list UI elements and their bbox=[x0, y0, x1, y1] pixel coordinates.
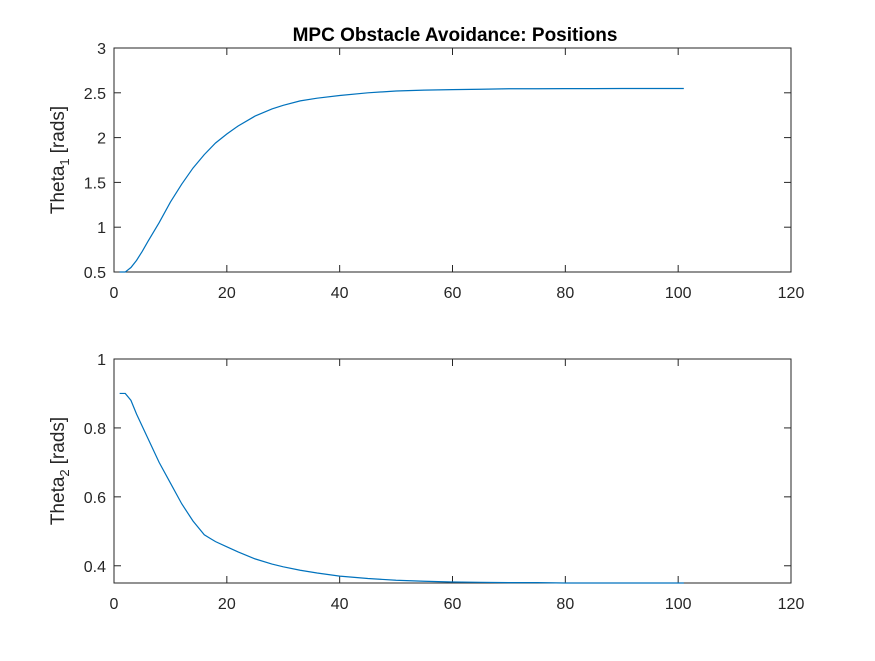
bottom-xtick-label: 20 bbox=[218, 596, 236, 613]
top-xtick-label: 60 bbox=[444, 285, 462, 302]
bottom-xtick-label: 60 bbox=[444, 596, 462, 613]
top-ylabel-subscript: 1 bbox=[57, 158, 72, 165]
bottom-ylabel-main: Theta bbox=[48, 476, 69, 525]
top-ylabel: Theta1 [rads] bbox=[48, 106, 72, 214]
top-series-line-0 bbox=[119, 87, 684, 273]
bottom-axes-box bbox=[113, 358, 792, 584]
top-ytick-label: 0.5 bbox=[84, 265, 106, 282]
bottom-ylabel-subscript: 2 bbox=[57, 469, 72, 476]
top-ytick-label: 2.5 bbox=[84, 86, 106, 103]
bottom-xtick-label: 100 bbox=[665, 596, 692, 613]
top-xtick-label: 100 bbox=[665, 285, 692, 302]
bottom-xtick-label: 80 bbox=[556, 596, 574, 613]
top-axes-box bbox=[113, 47, 792, 273]
top-ylabel-main: Theta bbox=[48, 165, 69, 214]
top-ytick-label: 2 bbox=[97, 131, 106, 148]
top-ytick-label: 3 bbox=[97, 41, 106, 58]
top-xtick-label: 80 bbox=[556, 285, 574, 302]
bottom-ytick-label: 0.8 bbox=[84, 421, 106, 438]
top-ytick-label: 1 bbox=[97, 220, 106, 237]
bottom-ytick-label: 0.6 bbox=[84, 490, 106, 507]
top-xtick-label: 20 bbox=[218, 285, 236, 302]
bottom-ylabel-unit: [rads] bbox=[48, 417, 69, 465]
bottom-series-line-0 bbox=[119, 392, 684, 584]
bottom-axes-theta2: 0 20 40 60 80 100 120 0.4 0.6 0.8 1 Theta2 [rads] bbox=[48, 352, 804, 613]
bottom-xtick-label: 120 bbox=[778, 596, 805, 613]
bottom-xtick-label: 0 bbox=[110, 596, 119, 613]
top-ytick-label: 1.5 bbox=[84, 175, 106, 192]
figure-title: MPC Obstacle Avoidance: Positions bbox=[293, 25, 618, 46]
top-xtick-label: 120 bbox=[778, 285, 805, 302]
bottom-xtick-label: 40 bbox=[331, 596, 349, 613]
bottom-ylabel: Theta2 [rads] bbox=[48, 417, 72, 525]
top-xtick-label: 40 bbox=[331, 285, 349, 302]
top-ylabel-unit: [rads] bbox=[48, 106, 69, 154]
top-xtick-label: 0 bbox=[110, 285, 119, 302]
bottom-ytick-label: 1 bbox=[97, 352, 106, 369]
bottom-ytick-label: 0.4 bbox=[84, 559, 106, 576]
